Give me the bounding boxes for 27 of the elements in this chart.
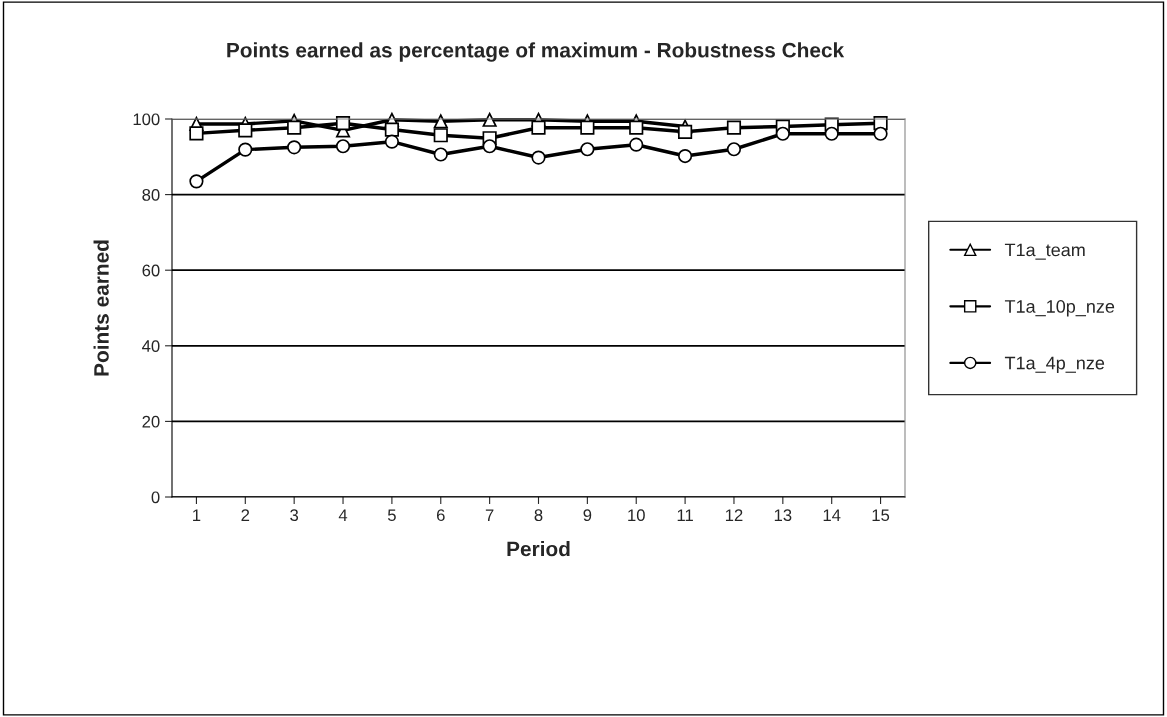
x-axis-title: Period: [507, 541, 570, 557]
legend-label: T1a_10p_nze: [1004, 300, 1115, 317]
x-tick-label: 11: [677, 509, 693, 521]
x-tick-label: 9: [583, 509, 592, 522]
legend-label: T1a_4p_nze: [1004, 356, 1105, 373]
x-tick-label: 8: [534, 509, 543, 522]
y-tick-label: 100: [133, 113, 160, 126]
x-tick-label: 13: [774, 509, 792, 522]
y-tick-label: 80: [142, 189, 160, 201]
y-tick-label: 0: [151, 491, 160, 504]
y-tick-label: 60: [142, 264, 160, 277]
x-tick-label: 2: [241, 509, 250, 521]
y-tick-label: 20: [142, 415, 160, 428]
legend-label: T1a_team: [1004, 243, 1085, 260]
x-tick-label: 4: [338, 509, 348, 521]
x-tick-label: 15: [872, 509, 890, 522]
y-axis-title: Points earned: [93, 240, 109, 376]
x-tick-label: 3: [290, 509, 299, 522]
x-tick-label: 10: [628, 509, 645, 522]
y-tick-label: 40: [142, 340, 160, 352]
x-tick-label: 6: [436, 509, 445, 522]
chart-title: Points earned as percentage of maximum - Robustness Check: [227, 42, 845, 62]
x-tick-label: 7: [485, 509, 494, 521]
x-tick-label: 12: [725, 509, 743, 521]
x-tick-label: 14: [823, 509, 841, 521]
x-tick-label: 5: [387, 509, 396, 522]
x-tick-label: 1: [193, 509, 201, 521]
